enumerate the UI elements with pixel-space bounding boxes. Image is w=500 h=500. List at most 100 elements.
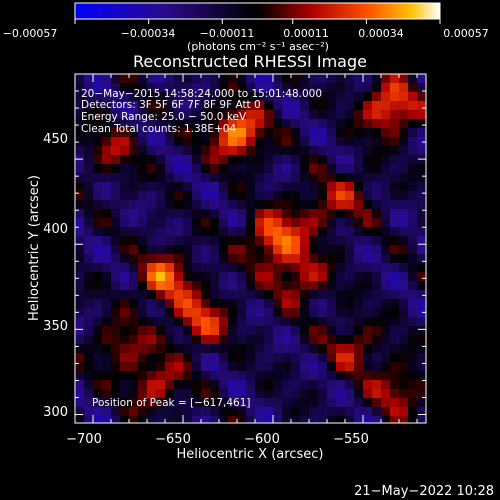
heatmap-cell [147,137,156,146]
heatmap-cell [129,344,138,353]
heatmap-cell [219,191,228,200]
heatmap-cell [75,74,84,83]
heatmap-cell [138,92,147,101]
heatmap-cell [192,326,201,335]
heatmap-cell [363,245,372,254]
heatmap-cell [84,200,93,209]
heatmap-cell [183,146,192,155]
heatmap-cell [345,191,354,200]
heatmap-cell [309,245,318,254]
heatmap-cell [318,218,327,227]
heatmap-cell [93,164,102,173]
heatmap-cell [219,119,228,128]
heatmap-cell [399,389,408,398]
heatmap-cell [300,119,309,128]
heatmap-cell [129,146,138,155]
heatmap-cell [318,74,327,83]
heatmap-cell [228,227,237,236]
heatmap-cell [219,362,228,371]
heatmap-cell [246,164,255,173]
heatmap-cell [210,317,219,326]
heatmap-cell [354,371,363,380]
heatmap-cell [399,110,408,119]
heatmap-cell [156,74,165,83]
heatmap-cell [165,227,174,236]
heatmap-cell [75,236,84,245]
heatmap-cell [399,281,408,290]
heatmap-cell [255,209,264,218]
heatmap-cell [102,137,111,146]
heatmap-cell [381,74,390,83]
heatmap-cell [390,398,399,407]
heatmap-cell [156,128,165,137]
heatmap-cell [147,254,156,263]
heatmap-cell [354,128,363,137]
heatmap-cell [93,146,102,155]
heatmap-cell [390,92,399,101]
heatmap-cell [102,110,111,119]
heatmap-cell [300,218,309,227]
heatmap-cell [363,119,372,128]
heatmap-cell [327,128,336,137]
heatmap-cell [345,290,354,299]
heatmap-cell [255,389,264,398]
heatmap-cell [381,227,390,236]
heatmap-cell [372,326,381,335]
heatmap-cell [345,245,354,254]
heatmap-cell [246,245,255,254]
heatmap-cell [273,164,282,173]
heatmap-cell [372,416,381,423]
heatmap-cell [84,74,93,83]
heatmap-cell [120,137,129,146]
heatmap-cell [147,101,156,110]
heatmap-cell [138,146,147,155]
heatmap-cell [345,137,354,146]
heatmap-cell [363,263,372,272]
heatmap-cell [201,146,210,155]
heatmap-cell [291,416,300,423]
heatmap-cell [147,227,156,236]
heatmap-cell [309,317,318,326]
heatmap-cell [138,83,147,92]
heatmap-cell [417,398,426,407]
heatmap-cell [408,281,417,290]
heatmap-cell [372,83,381,92]
heatmap-cell [255,119,264,128]
heatmap-cell [174,146,183,155]
heatmap-cell [399,218,408,227]
heatmap-cell [201,128,210,137]
heatmap-cell [282,164,291,173]
heatmap-cell [327,335,336,344]
heatmap-cell [165,362,174,371]
heatmap-cell [120,371,129,380]
heatmap-cell [354,227,363,236]
heatmap-cell [372,101,381,110]
heatmap-cell [408,146,417,155]
heatmap-cell [381,236,390,245]
heatmap-cell [336,236,345,245]
heatmap-cell [246,290,255,299]
heatmap-cell [237,335,246,344]
heatmap-cell [138,416,147,423]
colorbar-tick-label: −0.00034 [121,27,176,40]
heatmap-cell [345,362,354,371]
heatmap-cell [327,110,336,119]
heatmap-cell [111,308,120,317]
heatmap-cell [336,164,345,173]
heatmap-cell [165,344,174,353]
heatmap-cell [84,272,93,281]
heatmap-cell [228,173,237,182]
heatmap-cell [381,137,390,146]
heatmap-cell [264,218,273,227]
heatmap-cell [390,416,399,423]
heatmap-cell [120,326,129,335]
heatmap-cell [138,218,147,227]
heatmap-cell [318,371,327,380]
heatmap-cell [219,83,228,92]
heatmap-cell [219,398,228,407]
chart-title: Reconstructed RHESSI Image [133,52,367,71]
heatmap-cell [300,182,309,191]
heatmap-cell [399,254,408,263]
heatmap-cell [354,254,363,263]
heatmap-cell [345,155,354,164]
